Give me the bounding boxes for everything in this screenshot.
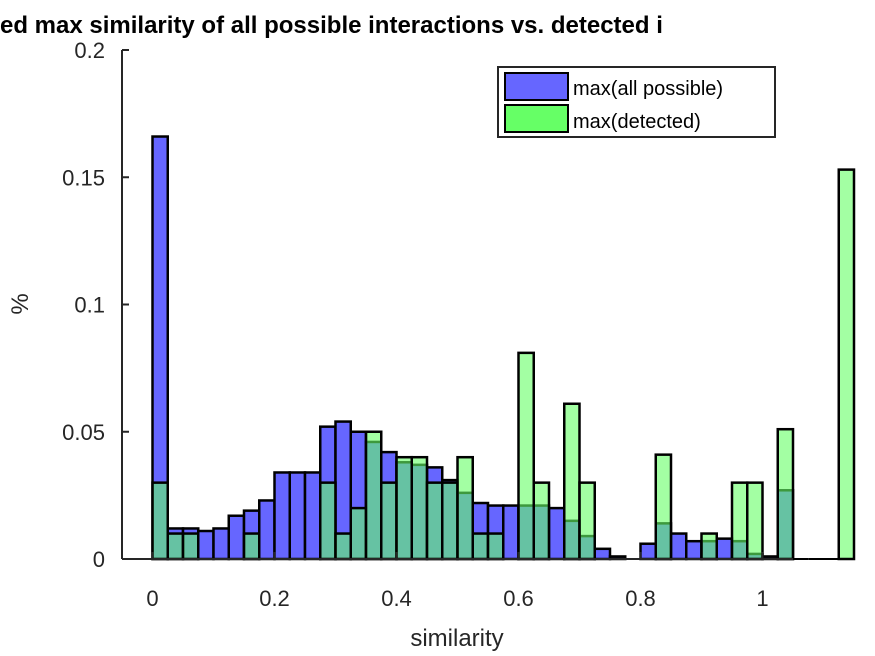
bar-detected (486, 532, 505, 561)
series-detected-bars (151, 168, 856, 561)
legend-swatch-all-possible (504, 72, 569, 101)
legend-label-detected: max(detected) (573, 111, 701, 133)
bar-detected (700, 532, 718, 561)
bar-detected (319, 481, 337, 561)
bar-all-possible (639, 542, 657, 561)
legend: max(all possible) max(detected) (497, 66, 776, 138)
x-tick-label: 1 (756, 586, 768, 611)
bar-detected (746, 481, 764, 561)
bar-detected (410, 455, 429, 561)
x-tick-label: 0.8 (625, 586, 656, 611)
bar-detected (471, 532, 490, 561)
y-tick-label: 0.05 (62, 420, 105, 445)
y-tick-label: 0.15 (62, 165, 105, 190)
x-tick-group: 0 0.2 0.4 0.6 0.8 1 (146, 552, 769, 611)
bar-detected (517, 351, 535, 561)
bar-detected (380, 481, 398, 561)
chart-title: ed max similarity of all possible intera… (0, 12, 663, 39)
bar-detected (181, 532, 200, 561)
y-tick-label: 0.2 (74, 38, 105, 63)
y-axis-label: % (7, 293, 34, 314)
bar-detected (364, 430, 383, 561)
bar-detected (730, 481, 749, 561)
y-tick-label: 0.1 (74, 293, 105, 318)
bar-detected (441, 481, 459, 561)
bar-all-possible (197, 529, 215, 561)
bar-detected (425, 481, 444, 561)
bar-all-possible (669, 532, 688, 561)
bar-detected (166, 532, 185, 561)
bar-all-possible (258, 499, 276, 561)
bar-detected (334, 532, 352, 561)
legend-label-all-possible: max(all possible) (573, 78, 723, 100)
legend-swatch-detected (504, 104, 569, 133)
bar-detected (532, 481, 551, 561)
bar-detected (456, 455, 474, 561)
bar-all-possible (303, 471, 322, 561)
bar-all-possible (593, 547, 612, 561)
x-tick-label: 0 (146, 586, 158, 611)
bar-all-possible (227, 514, 246, 561)
x-tick-label: 0.6 (503, 586, 534, 611)
x-tick-label: 0.2 (259, 586, 290, 611)
bar-detected (151, 481, 169, 561)
bar-all-possible (288, 471, 307, 561)
bar-detected (395, 455, 413, 561)
y-tick-group: 0 0.05 0.1 0.15 0.2 (62, 38, 129, 572)
bar-detected (349, 506, 368, 561)
bar-detected (563, 402, 581, 561)
bar-all-possible (715, 537, 734, 561)
bar-detected (776, 427, 795, 561)
bar-all-possible (685, 539, 703, 561)
y-tick-label: 0 (93, 547, 105, 572)
x-axis-label: similarity (410, 625, 503, 652)
bar-detected (654, 453, 673, 561)
bar-detected (578, 481, 596, 561)
bar-detected (242, 532, 261, 561)
bar-detected (837, 168, 856, 561)
bar-all-possible (273, 471, 291, 561)
bar-all-possible (547, 506, 566, 561)
bar-all-possible (212, 527, 230, 561)
bar-all-possible (502, 504, 520, 561)
x-tick-label: 0.4 (381, 586, 412, 611)
